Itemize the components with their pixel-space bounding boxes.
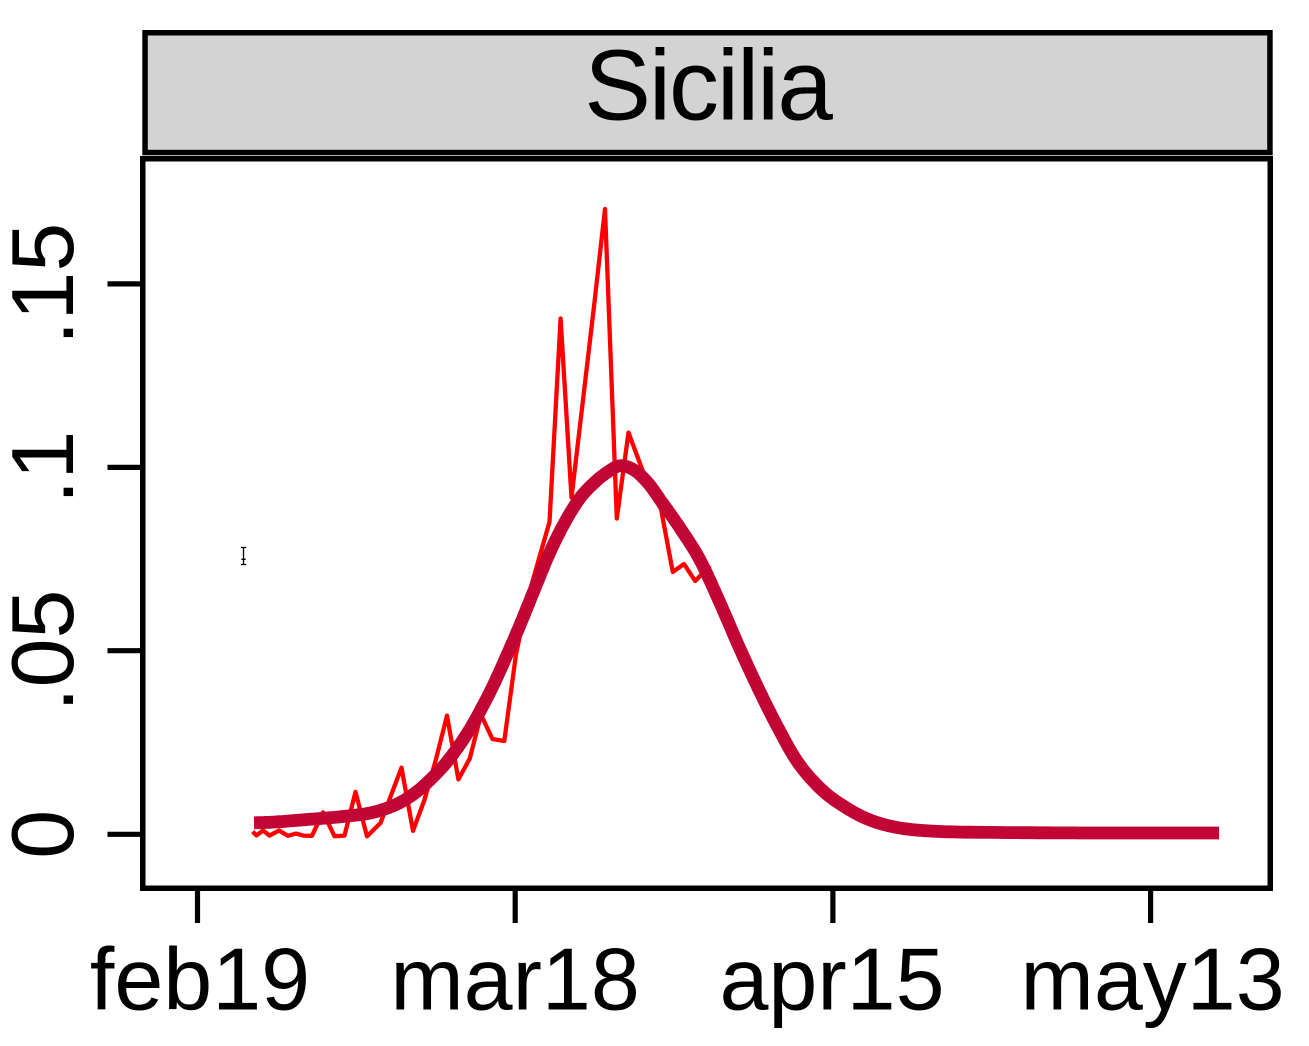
- svg-text:.05: .05: [0, 590, 92, 712]
- svg-text:feb19: feb19: [90, 930, 310, 1029]
- svg-text:0: 0: [0, 810, 92, 859]
- svg-text:.15: .15: [0, 223, 92, 345]
- svg-text:.1: .1: [0, 431, 92, 504]
- svg-text:mar18: mar18: [390, 930, 639, 1029]
- svg-text:apr15: apr15: [719, 930, 944, 1029]
- svg-text:may13: may13: [1021, 930, 1285, 1029]
- svg-text:Sicilia: Sicilia: [584, 30, 833, 142]
